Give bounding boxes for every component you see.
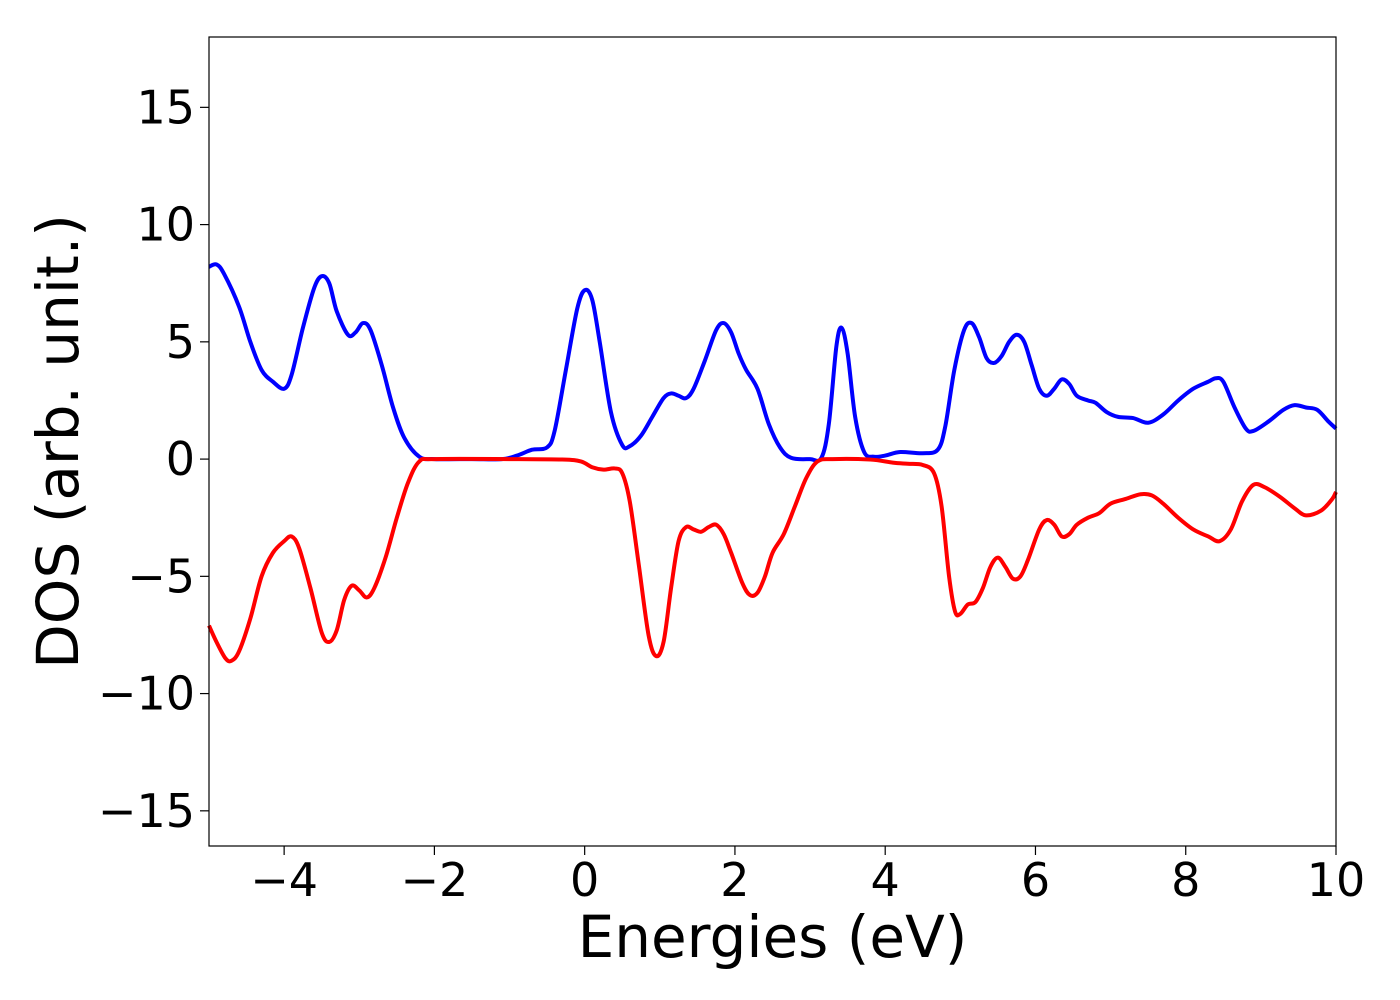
- x-tick-label: 0: [570, 853, 599, 907]
- y-tick-label: 15: [136, 80, 195, 134]
- y-tick-label: −5: [127, 549, 195, 603]
- x-tick-label: 6: [1021, 853, 1050, 907]
- y-tick-label: −10: [98, 667, 195, 721]
- y-axis-title: DOS (arb. unit.): [24, 214, 92, 669]
- x-tick-label: −4: [250, 853, 318, 907]
- series-line-2: [207, 456, 1338, 664]
- x-tick-label: 4: [871, 853, 900, 907]
- x-axis-title: Energies (eV): [578, 903, 968, 971]
- plot-area: [209, 37, 1336, 846]
- x-axis: −4 −2 0 2 4 6 8 10: [250, 846, 1365, 907]
- x-tick-label: −2: [400, 853, 468, 907]
- y-tick-label: 10: [136, 198, 195, 252]
- x-tick-label: 8: [1171, 853, 1200, 907]
- y-tick-label: 0: [166, 432, 195, 486]
- x-tick-label: 10: [1307, 853, 1366, 907]
- series-layer: [207, 262, 1338, 664]
- y-tick-label: 5: [166, 315, 195, 369]
- series-line-1: [208, 262, 1338, 463]
- x-tick-label: 2: [720, 853, 749, 907]
- plot-frame: [208, 36, 1337, 847]
- y-axis: −15 −10 −5 0 5 10 15: [98, 80, 209, 838]
- y-tick-label: −15: [98, 784, 195, 838]
